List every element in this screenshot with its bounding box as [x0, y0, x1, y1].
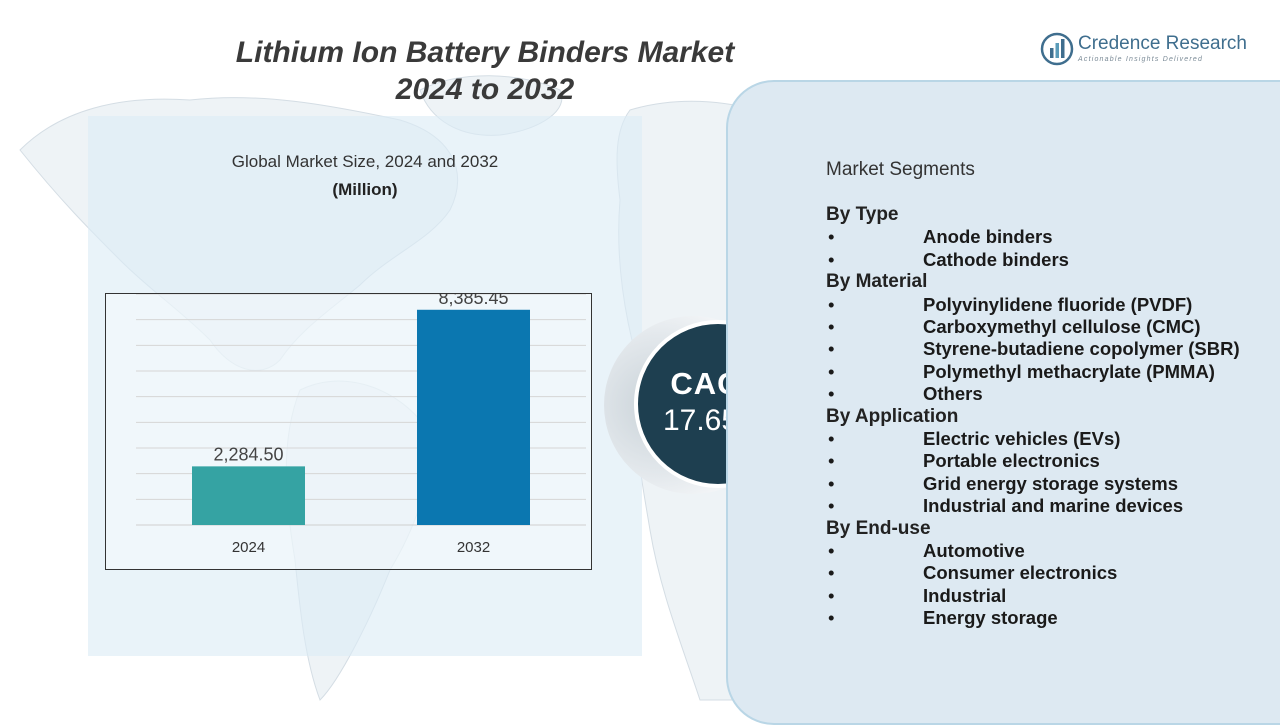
bullet: • [828, 495, 835, 517]
chart-unit-label: (Million) [332, 180, 398, 199]
list-item-label: Anode binders [923, 226, 1053, 248]
list-item-label: Energy storage [923, 607, 1058, 629]
list-item-label: Consumer electronics [923, 562, 1118, 584]
logo-name: Credence Research [1078, 33, 1247, 54]
list-item: • Electric vehicles (EVs) [826, 428, 1266, 450]
bullet: • [828, 338, 835, 360]
list-item: • Carboxymethyl cellulose (CMC) [826, 316, 1266, 338]
page-title: Lithium Ion Battery Binders Market 2024 … [180, 34, 790, 108]
list-item: • Industrial [826, 585, 1266, 607]
bullet: • [828, 450, 835, 472]
segment-group-material: By Material • Polyvinylidene fluoride (PV… [826, 271, 1266, 405]
list-item-label: Cathode binders [923, 248, 1069, 270]
bar-chart-svg: 2,284.50 2024 8,385.45 2032 [136, 294, 586, 556]
list-item-label: Grid energy storage systems [923, 472, 1178, 494]
list-item-label: Portable electronics [923, 450, 1100, 472]
bullet: • [828, 607, 835, 629]
logo-tagline: Actionable Insights Delivered [1078, 56, 1204, 63]
list-item: • Polyvinylidene fluoride (PVDF) [826, 294, 1266, 316]
bar-chart-globe-icon [1040, 32, 1074, 66]
chart-panel-background [88, 116, 642, 656]
bar-2024 [192, 466, 305, 525]
segment-group-application: By Application • Electric vehicles (EVs) … [826, 406, 1266, 518]
segment-group-title: By Type [826, 204, 899, 225]
list-item-label: Polyvinylidene fluoride (PVDF) [923, 293, 1193, 315]
segments-list: By Type • Anode binders • Cathode binders … [826, 204, 1266, 629]
bullet: • [828, 562, 835, 584]
bullet: • [828, 427, 835, 449]
credence-research-logo: Credence Research Actionable Insights De… [1040, 30, 1260, 70]
title-line-2: 2024 to 2032 [395, 73, 575, 106]
segments-panel [726, 80, 1280, 725]
bullet: • [828, 293, 835, 315]
list-item-label: Industrial [923, 584, 1007, 606]
bullet: • [828, 248, 835, 270]
bullet: • [828, 584, 835, 606]
segments-heading: Market Segments [826, 159, 975, 180]
x-tick-label-2024: 2024 [232, 539, 265, 556]
list-item: • Anode binders [826, 226, 1266, 248]
list-item: • Grid energy storage systems [826, 473, 1266, 495]
list-item: • Others [826, 383, 1266, 405]
bullet: • [828, 472, 835, 494]
bullet: • [828, 539, 835, 561]
segment-group-title: By Application [826, 405, 959, 427]
segment-group-end-use: By End-use • Automotive • Consumer electro… [826, 518, 1266, 630]
list-item-label: Industrial and marine devices [923, 495, 1184, 517]
segment-group-title: By End-use [826, 517, 931, 539]
list-item: • Polymethyl methacrylate (PMMA) [826, 361, 1266, 383]
segment-group-title: By Material [826, 271, 928, 293]
x-tick-label-2032: 2032 [457, 539, 490, 556]
list-item: • Cathode binders [826, 249, 1266, 271]
list-item-label: Styrene-butadiene copolymer (SBR) [923, 338, 1240, 360]
bullet: • [828, 383, 835, 405]
list-item: • Styrene-butadiene copolymer (SBR) [826, 338, 1266, 360]
list-item-label: Others [923, 383, 983, 405]
list-item-label: Polymethyl methacrylate (PMMA) [923, 360, 1215, 382]
bar-chart: 2,284.50 2024 8,385.45 2032 [105, 293, 592, 570]
list-item: • Industrial and marine devices [826, 495, 1266, 517]
list-item: • Portable electronics [826, 450, 1266, 472]
list-item-label: Carboxymethyl cellulose (CMC) [923, 315, 1201, 337]
bullet: • [828, 226, 835, 248]
list-item: • Automotive [826, 540, 1266, 562]
bullet: • [828, 315, 835, 337]
data-label-2032: 8,385.45 [438, 294, 508, 308]
list-item: • Consumer electronics [826, 562, 1266, 584]
list-item-label: Electric vehicles (EVs) [923, 427, 1121, 449]
title-line-1: Lithium Ion Battery Binders Market [235, 36, 735, 69]
list-item-label: Automotive [923, 539, 1025, 561]
list-item: • Energy storage [826, 607, 1266, 629]
data-label-2024: 2,284.50 [213, 444, 283, 464]
bar-2032 [417, 309, 530, 525]
chart-title: Global Market Size, 2024 and 2032 [231, 152, 499, 171]
segment-group-type: By Type • Anode binders • Cathode binders [826, 204, 1266, 271]
bullet: • [828, 360, 835, 382]
